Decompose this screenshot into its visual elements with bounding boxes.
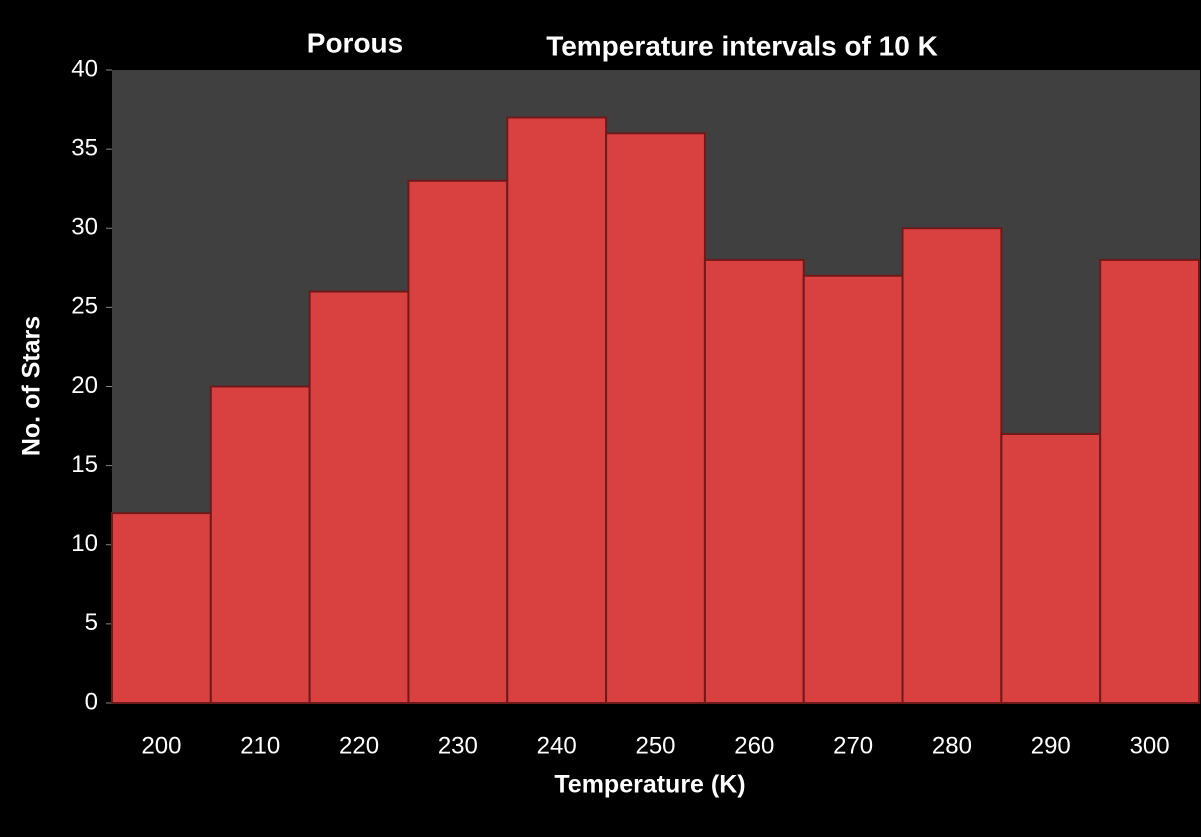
- x-tick-label: 260: [734, 732, 774, 759]
- chart-subtitle: Porous: [307, 27, 403, 58]
- bar: [901, 227, 1003, 704]
- x-tick-label: 220: [339, 732, 379, 759]
- x-tick-label: 270: [833, 732, 873, 759]
- x-tick-label: 210: [240, 732, 280, 759]
- chart-title: Temperature intervals of 10 K: [546, 30, 938, 61]
- y-axis-label: No. of Stars: [18, 316, 46, 456]
- y-tick-label: 35: [71, 134, 98, 161]
- y-tick-label: 20: [71, 372, 98, 399]
- x-tick-label: 280: [932, 732, 972, 759]
- bar: [1000, 432, 1102, 704]
- y-tick-label: 40: [71, 55, 98, 82]
- y-tick-label: 25: [71, 293, 98, 320]
- bar: [407, 179, 509, 704]
- bar: [506, 116, 608, 705]
- bar: [308, 290, 410, 704]
- x-tick-label: 200: [141, 732, 181, 759]
- bar: [802, 274, 904, 704]
- bar: [605, 132, 706, 705]
- bar: [111, 512, 212, 704]
- y-tick-label: 0: [85, 688, 98, 715]
- x-tick-label: 300: [1130, 732, 1170, 759]
- y-tick-label: 15: [71, 451, 98, 478]
- bar: [703, 258, 805, 704]
- y-tick-label: 30: [71, 214, 98, 241]
- x-tick-label: 250: [635, 732, 675, 759]
- bar: [1099, 258, 1200, 704]
- y-tick-label: 10: [71, 530, 98, 557]
- bar: [209, 385, 311, 704]
- x-tick-label: 230: [438, 732, 478, 759]
- x-tick-label: 240: [537, 732, 577, 759]
- x-tick-label: 290: [1031, 732, 1071, 759]
- y-tick-label: 5: [85, 609, 98, 636]
- x-axis-label: Temperature (K): [554, 771, 745, 799]
